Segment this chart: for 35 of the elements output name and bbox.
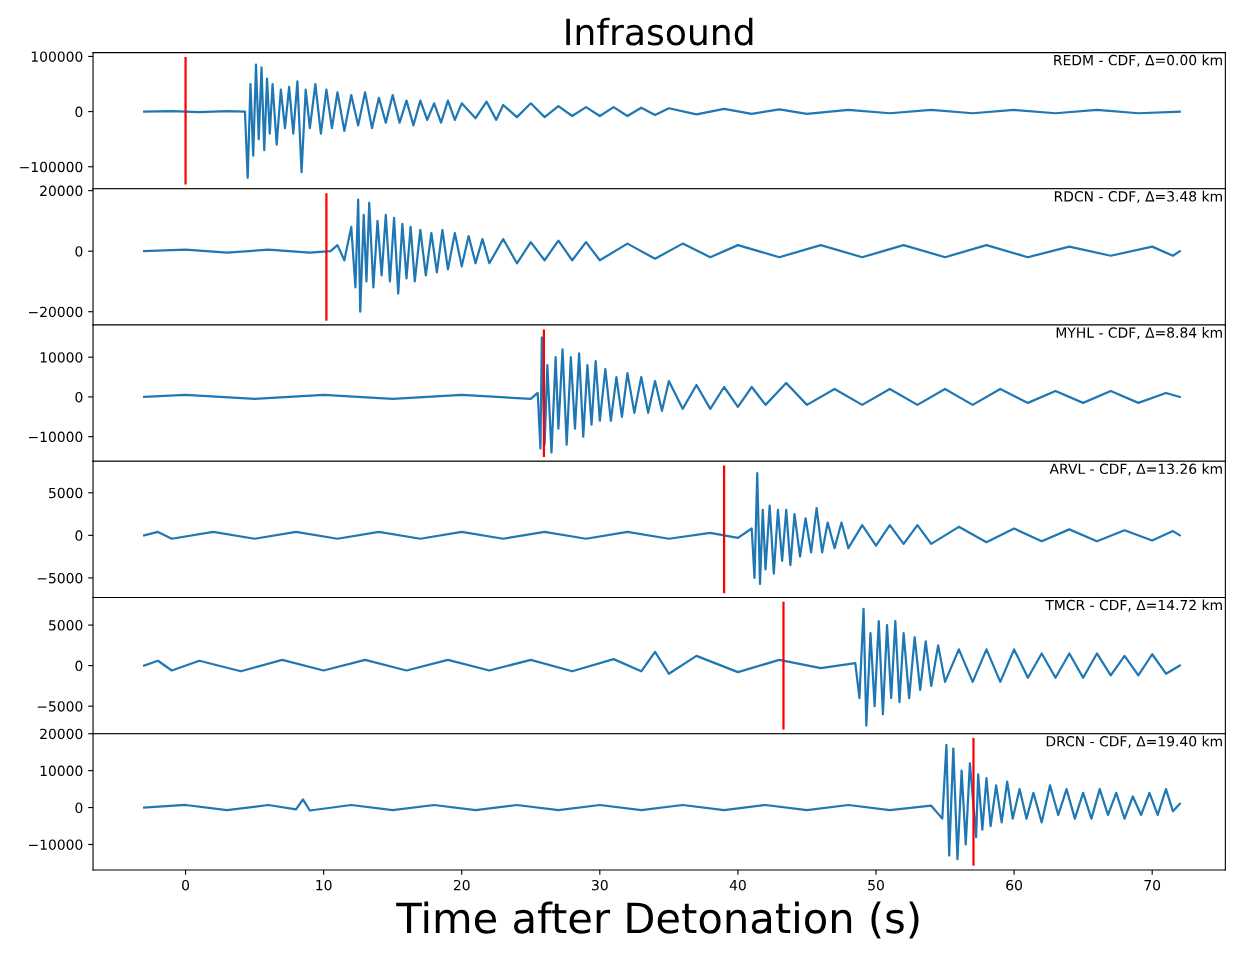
- annotation: TMCR - CDF, Δ=14.72 km: [1045, 599, 1222, 612]
- chart-title: Infrasound: [566, 17, 753, 46]
- y-tick-label: 10000: [40, 765, 83, 777]
- y-tick-label: 0: [75, 391, 83, 403]
- y-tick-label: 0: [75, 530, 83, 541]
- x-tick-label: 10: [316, 879, 332, 891]
- x-tick-label: 30: [592, 879, 608, 891]
- y-tick-label: 0: [75, 106, 83, 118]
- x-axis-title: Time after Detonation (s): [396, 901, 919, 939]
- x-tick-label: 0: [182, 879, 190, 891]
- x-tick-label: 60: [1006, 879, 1022, 891]
- y-tick-label: −20000: [28, 306, 83, 318]
- y-tick-label: 5000: [49, 620, 83, 631]
- y-tick-label: −10000: [28, 431, 83, 443]
- x-tick-label: 50: [868, 879, 884, 891]
- x-tick-label: 70: [1144, 879, 1161, 891]
- y-tick-label: −5000: [37, 572, 83, 584]
- x-tick-label: 40: [729, 879, 746, 891]
- y-tick-label: −10000: [28, 839, 83, 850]
- y-tick-label: 10000: [40, 352, 83, 363]
- y-tick-label: 0: [75, 802, 83, 814]
- annotation: DRCN - CDF, Δ=19.40 km: [1046, 735, 1222, 748]
- annotation: MYHL - CDF, Δ=8.84 km: [1056, 327, 1222, 340]
- annotation: REDM - CDF, Δ=0.00 km: [1054, 54, 1222, 67]
- y-tick-label: 0: [75, 660, 83, 672]
- annotation: ARVL - CDF, Δ=13.26 km: [1049, 463, 1222, 476]
- x-tick-label: 20: [453, 879, 470, 891]
- y-tick-label: 20000: [40, 185, 83, 197]
- y-tick-label: 0: [75, 246, 83, 257]
- y-tick-label: −5000: [37, 701, 83, 712]
- y-tick-label: 5000: [49, 487, 83, 499]
- annotation: RDCN - CDF, Δ=3.48 km: [1054, 190, 1222, 204]
- y-tick-label: −100000: [20, 161, 83, 173]
- y-tick-label: 100000: [31, 51, 83, 62]
- y-tick-label: 20000: [40, 728, 83, 740]
